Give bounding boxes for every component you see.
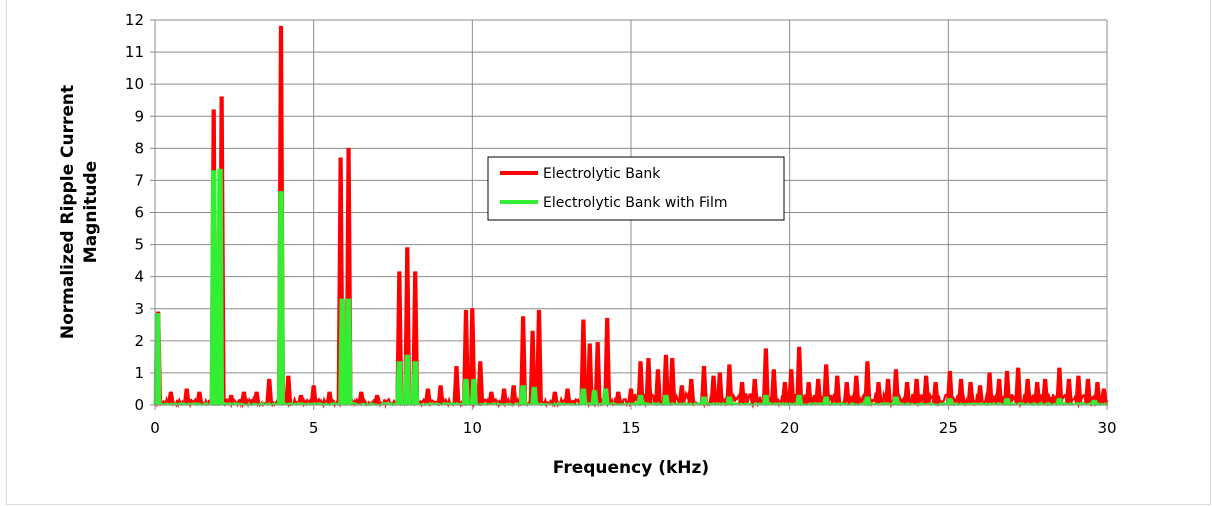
series-layer [153, 25, 1109, 409]
data-point [579, 388, 588, 406]
y-axis-title-line-2: Magnitude [81, 161, 101, 263]
data-point [530, 386, 539, 406]
data-point [725, 396, 734, 406]
y-tick-label: 2 [134, 332, 144, 350]
y-tick-label: 6 [134, 204, 144, 222]
y-axis-title-line-1: Normalized Ripple Current [58, 85, 78, 339]
y-tick-label: 7 [134, 171, 144, 189]
y-tick-label: 4 [134, 268, 144, 286]
data-point [1090, 399, 1099, 406]
x-tick-label: 15 [621, 419, 640, 437]
data-point [1002, 398, 1012, 406]
data-point [338, 298, 347, 406]
legend-label-electrolytic-bank-with-film: Electrolytic Bank with Film [543, 195, 727, 211]
data-point [945, 398, 955, 406]
data-point [661, 394, 670, 406]
data-point [822, 396, 831, 406]
data-point [411, 361, 420, 406]
data-point [461, 378, 471, 406]
data-point [863, 396, 872, 406]
axes [150, 19, 1108, 410]
data-point [891, 396, 901, 406]
data-point [795, 394, 804, 406]
data-point [403, 354, 412, 406]
data-point [519, 385, 528, 406]
data-point [699, 396, 709, 406]
data-point [209, 170, 218, 406]
x-tick-label: 0 [150, 419, 160, 437]
y-tick-label: 10 [125, 75, 144, 93]
x-tick-label: 20 [780, 419, 799, 437]
data-point [395, 361, 404, 406]
data-point [636, 394, 645, 406]
legend-label-electrolytic-bank: Electrolytic Bank [543, 166, 661, 182]
data-point [216, 168, 225, 406]
data-point [469, 378, 478, 406]
data-point [761, 394, 770, 406]
data-point [276, 191, 285, 406]
data-point [1055, 398, 1064, 406]
x-tick-label: 25 [939, 419, 958, 437]
data-point [590, 390, 599, 406]
x-axis-title: Frequency (kHz) [553, 458, 709, 478]
y-tick-label: 0 [134, 396, 144, 414]
y-tick-label: 11 [125, 43, 144, 61]
legend-box [487, 156, 785, 221]
x-tick-label: 30 [1097, 419, 1116, 437]
y-tick-label: 3 [134, 300, 144, 318]
y-tick-label: 1 [134, 364, 144, 382]
y-tick-label: 12 [125, 11, 144, 29]
y-tick-label: 9 [134, 107, 144, 125]
x-tick-label: 5 [309, 419, 319, 437]
data-point [601, 388, 610, 406]
legend: Electrolytic Bank Electrolytic Bank with… [487, 156, 785, 221]
chart-frame [6, 0, 1211, 505]
y-tick-label: 5 [134, 236, 144, 254]
x-tick-label: 10 [463, 419, 482, 437]
data-point [344, 298, 353, 406]
y-tick-label: 8 [134, 139, 144, 157]
